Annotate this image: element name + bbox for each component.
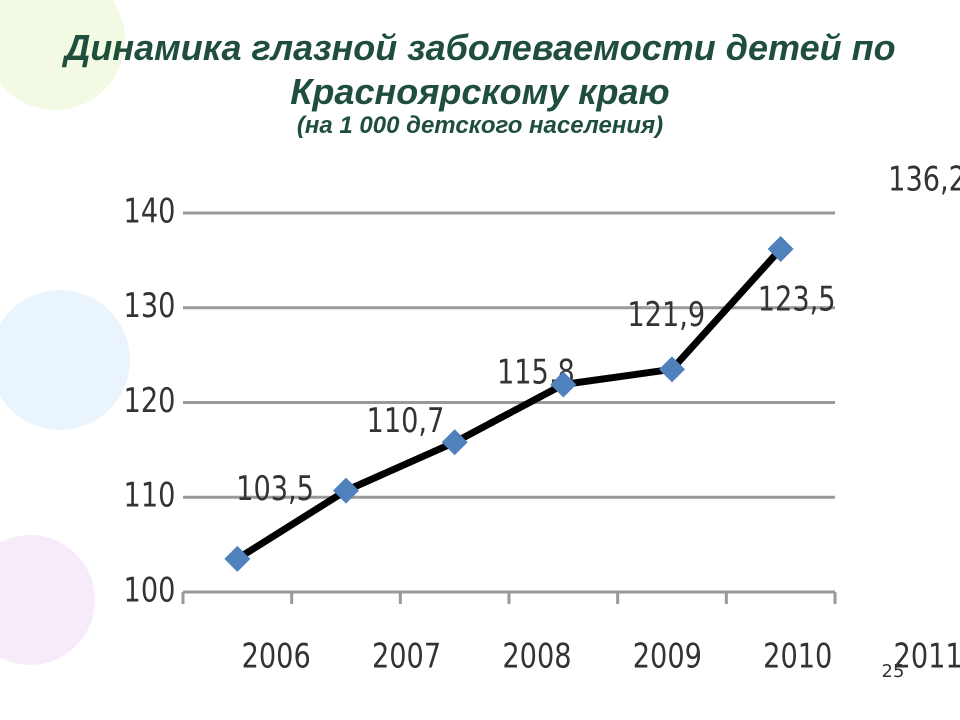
marker	[767, 236, 794, 263]
marker	[659, 356, 685, 383]
y-tick-label: 110	[124, 476, 176, 516]
x-tick-label: 2010	[763, 636, 832, 676]
y-tick-label: 100	[124, 570, 176, 610]
x-tick-label: 2009	[633, 636, 702, 676]
x-tick-label: 2007	[372, 636, 441, 676]
data-label: 123,5	[758, 280, 836, 320]
data-label: 121,9	[627, 295, 705, 335]
data-label: 110,7	[367, 401, 445, 441]
background-decor	[0, 0, 130, 665]
chart-title: Динамика глазной заболеваемости детей по…	[64, 27, 896, 112]
marker	[550, 371, 577, 398]
x-tick-label: 2008	[502, 636, 571, 676]
data-label: 103,5	[236, 469, 314, 509]
marker	[441, 429, 468, 456]
line	[235, 246, 784, 562]
y-tick-label: 130	[124, 286, 176, 326]
marker	[224, 545, 251, 572]
y-tick-label: 120	[124, 381, 176, 421]
chart-subtitle: (на 1 000 детского населения)	[296, 112, 664, 139]
marker	[333, 477, 359, 504]
data-label: 136,2	[888, 159, 960, 199]
x-tick-label: 2006	[242, 636, 311, 676]
slide-number: 25	[882, 661, 905, 682]
y-tick-label: 140	[124, 191, 176, 231]
x-tick-label: 2011	[894, 636, 960, 676]
